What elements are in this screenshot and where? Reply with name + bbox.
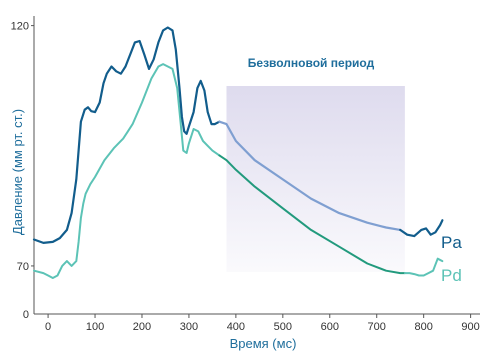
x-tick-label: 100 [86, 321, 104, 333]
x-tick-label: 400 [227, 321, 245, 333]
series-pa-line-wave-free [218, 120, 402, 231]
axis-layer [33, 16, 480, 315]
x-axis-title: Время (мс) [230, 336, 297, 351]
wave-free-period-label: Безволновой период [248, 56, 375, 70]
series-pd-line-wave-free [218, 154, 406, 275]
x-tick-label: 900 [461, 321, 479, 333]
series-pa-line-segment-0 [32, 26, 221, 244]
x-tick-label: 0 [45, 321, 51, 333]
x-tick-label: 300 [180, 321, 198, 333]
x-tick-label: 500 [274, 321, 292, 333]
series-layer [32, 26, 444, 279]
x-tick-label: 200 [133, 321, 151, 333]
x-tick-label: 800 [414, 321, 432, 333]
series-pd-line-segment-0 [33, 63, 221, 279]
y-tick-label: 120 [11, 21, 29, 33]
wave-free-period-shade [226, 86, 405, 272]
y-axis-zero-label: 0 [23, 309, 29, 321]
x-tick-label: 700 [368, 321, 386, 333]
x-tick-label: 600 [321, 321, 339, 333]
series-pa-line-segment-2 [399, 219, 444, 238]
y-tick-label: 70 [17, 261, 29, 273]
wave-free-shade-layer [226, 86, 405, 272]
y-axis-title: Давление (мм рт. ст.) [10, 109, 25, 235]
series-label-pd: Pd [441, 266, 462, 285]
series-pd-line-segment-2 [403, 257, 444, 277]
series-label-pa: Pa [441, 233, 462, 252]
